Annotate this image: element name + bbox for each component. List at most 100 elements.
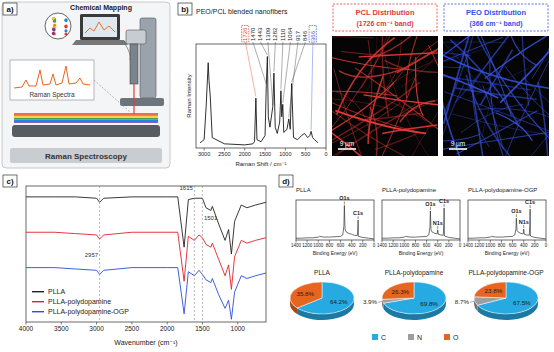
pie-title: PLLA: [314, 269, 331, 276]
x-tick-label: 200: [445, 243, 453, 248]
microscope-objective: [130, 44, 138, 84]
legend-label: PLLA-polydopamine: [48, 298, 111, 306]
label-leader: [378, 301, 383, 302]
legend-label: PLLA-polydopamine-OGP: [48, 308, 129, 316]
chart-title: PEO/PCL blended nanofibers: [196, 8, 288, 15]
fiber: [443, 43, 471, 56]
beam: [14, 113, 158, 115]
microscope-head: [126, 30, 146, 44]
peak-leader: [289, 42, 298, 117]
peak-arrow: [444, 204, 445, 207]
panel-label: a): [6, 5, 13, 14]
pie-title: PLLA-polydopamine: [385, 269, 444, 277]
pie-slice: [290, 282, 322, 308]
figure: Chemical MappingRaman SpectraRaman Spect…: [0, 0, 554, 352]
fiber: [400, 101, 435, 122]
raman-schematic: Chemical MappingRaman SpectraRaman Spect…: [2, 2, 170, 168]
pie: 67.5%8.7%23.8%PLLA-polydopamine-OGPCNO: [372, 269, 544, 341]
pie-slice: [474, 282, 506, 298]
data-group: [26, 197, 266, 319]
fiber: [505, 66, 549, 136]
chemical-map: PCL Distribution(1726 cm⁻¹ band)9 µm: [270, 0, 511, 214]
panel-label-box: [3, 3, 17, 15]
fiber: [507, 36, 536, 65]
pie-title: PLLA-polydopamine-OGP: [468, 269, 543, 277]
x-tick-label: 1400: [377, 243, 388, 248]
fiber: [406, 36, 423, 98]
peak-leader: [268, 42, 273, 105]
x-tick-label: 400: [434, 243, 442, 248]
x-axis-label: Binding Energy (eV): [399, 250, 444, 256]
fiber: [532, 36, 549, 78]
fiber: [382, 36, 438, 98]
x-tick-label: 2000: [160, 325, 175, 332]
data-label: 26.3%: [392, 288, 410, 295]
mapping-dot: [53, 24, 56, 27]
legend-line: [32, 301, 44, 302]
legend-swatch: [372, 334, 378, 340]
pie: 64.2%35.8%PLLA: [290, 269, 354, 320]
x-tick-label: 0: [373, 243, 376, 248]
peak-box: [242, 26, 249, 43]
microscope-base: [120, 98, 164, 106]
annotation: 2957: [85, 252, 99, 258]
data-label: 67.5%: [513, 299, 531, 306]
data-group: [468, 209, 546, 239]
mapping-dot: [64, 19, 67, 22]
peak-label: 1726: [242, 27, 248, 41]
map-fibers: [332, 36, 438, 156]
mapping-dot: [64, 32, 67, 35]
peak-leader: [283, 42, 291, 103]
annotation-line: [194, 186, 195, 322]
mapping-dot: [52, 27, 55, 30]
plot-frame: [296, 200, 374, 240]
series-line: [26, 197, 266, 254]
legend-line: [32, 291, 44, 292]
x-tick-label: 800: [326, 243, 334, 248]
fiber: [457, 111, 538, 154]
fiber: [384, 40, 401, 89]
map-title-box: [444, 4, 548, 31]
x-tick-label: 1000: [231, 325, 246, 332]
chemical-map: PEO Distribution(366 cm⁻¹ band)9 µm: [385, 0, 554, 210]
fiber: [443, 48, 486, 73]
fiber: [452, 114, 549, 140]
x-tick-label: 500: [301, 151, 310, 157]
peak-label: C1s: [353, 210, 363, 216]
panel-frame: [2, 2, 170, 168]
x-tick-label: 2500: [218, 151, 230, 157]
laptop-plot: [85, 22, 115, 33]
mapping-dot: [64, 24, 67, 27]
scale-bar: [449, 148, 467, 150]
x-axis-label: Raman Shift / cm⁻¹: [235, 161, 286, 167]
x-tick-label: 1000: [279, 151, 291, 157]
map-title: PEO Distribution: [466, 8, 526, 17]
spectra-inset: [10, 60, 94, 100]
fiber: [416, 57, 424, 116]
x-tick-label: 2500: [125, 325, 140, 332]
peak-label: 366: [310, 30, 316, 41]
data-label: 64.2%: [330, 298, 348, 305]
x-tick-label: 200: [359, 243, 367, 248]
data-group: [296, 205, 374, 238]
peak-label: C1s: [439, 198, 449, 204]
peak-leader: [281, 42, 283, 89]
x-axis-label: Binding Energy (eV): [313, 250, 358, 256]
label-leader: [470, 301, 475, 302]
chart-title: PLLA-polydopamine: [382, 187, 437, 193]
x-tick-label: 1500: [259, 151, 271, 157]
map-title-box: [333, 4, 437, 31]
mapping-dot: [53, 20, 56, 23]
fiber: [453, 36, 511, 116]
fiber: [444, 36, 481, 124]
fiber: [482, 82, 497, 139]
data-label: 69.8%: [420, 300, 438, 307]
legend-line: [32, 311, 44, 312]
x-tick-label: 3000: [198, 151, 210, 157]
scale-bar: [338, 148, 356, 150]
diagram-title: Raman Spectroscopy: [45, 152, 127, 161]
page: {"panel_labels":["a)","b)","c)","d)"], "…: [0, 0, 554, 352]
fiber: [383, 49, 436, 156]
plot-frame: [468, 200, 546, 240]
x-tick-label: 600: [509, 243, 517, 248]
